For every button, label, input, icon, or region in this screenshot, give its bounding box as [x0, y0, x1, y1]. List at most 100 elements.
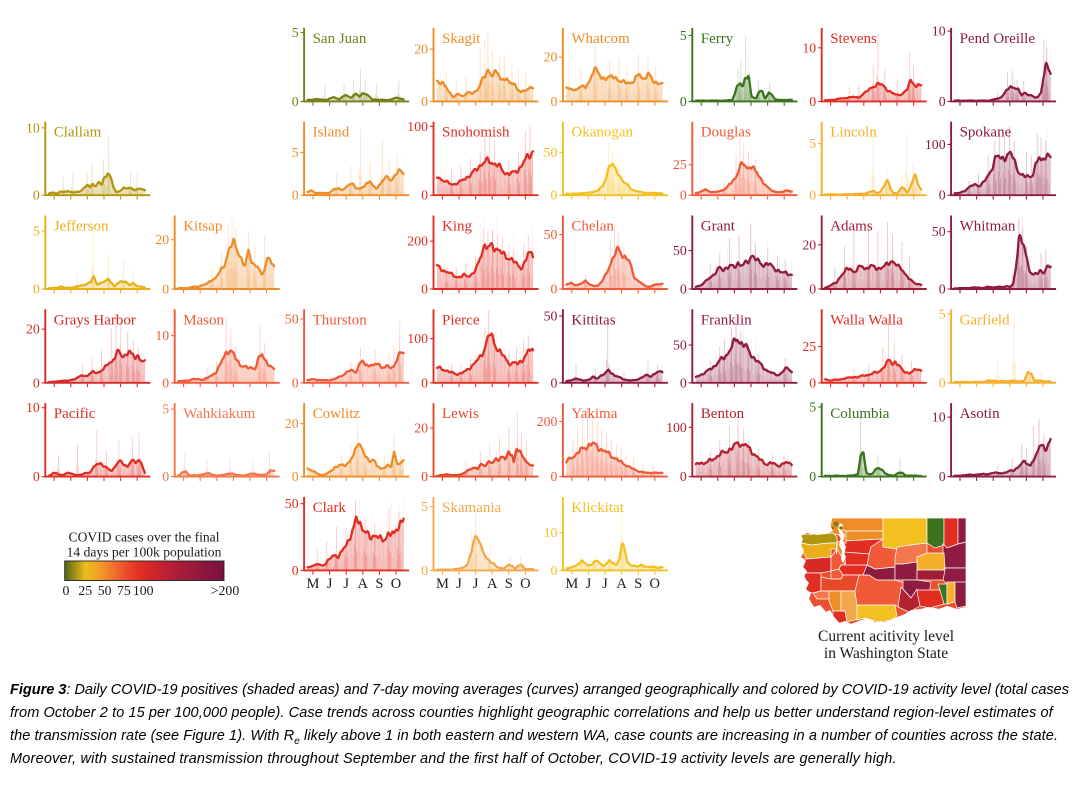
svg-text:0: 0: [421, 94, 428, 109]
svg-text:0: 0: [33, 188, 40, 203]
svg-text:0: 0: [680, 94, 687, 109]
svg-text:J: J: [343, 576, 349, 592]
svg-text:Pend Oreille: Pend Oreille: [960, 31, 1036, 47]
svg-text:5: 5: [680, 28, 687, 43]
svg-text:Mason: Mason: [183, 312, 224, 328]
svg-text:20: 20: [802, 237, 816, 252]
svg-text:0: 0: [680, 188, 687, 203]
svg-text:Klickitat: Klickitat: [571, 500, 624, 516]
svg-text:5: 5: [33, 224, 40, 239]
svg-text:M: M: [307, 576, 320, 592]
svg-text:0: 0: [939, 375, 946, 390]
svg-text:O: O: [520, 576, 530, 592]
svg-text:0: 0: [421, 282, 428, 297]
svg-text:0: 0: [680, 469, 687, 484]
svg-text:20: 20: [544, 50, 558, 65]
svg-text:A: A: [358, 576, 369, 592]
svg-text:Benton: Benton: [701, 406, 745, 422]
svg-text:20: 20: [285, 416, 299, 431]
svg-text:50: 50: [544, 145, 558, 160]
svg-text:COVID cases over the final: COVID cases over the final: [69, 530, 220, 545]
svg-text:J: J: [602, 576, 608, 592]
svg-text:14 days per 100k population: 14 days per 100k population: [67, 545, 222, 560]
svg-text:Pierce: Pierce: [442, 312, 480, 328]
svg-text:5: 5: [292, 25, 299, 40]
svg-text:Clallam: Clallam: [54, 125, 102, 141]
svg-text:50: 50: [544, 227, 558, 242]
svg-text:50: 50: [932, 224, 946, 239]
svg-text:0: 0: [939, 94, 946, 109]
svg-text:200: 200: [407, 234, 428, 249]
svg-text:Kittitas: Kittitas: [571, 312, 615, 328]
svg-text:50: 50: [285, 496, 299, 511]
svg-text:Douglas: Douglas: [701, 125, 751, 141]
svg-text:0: 0: [680, 282, 687, 297]
svg-text:0: 0: [680, 375, 687, 390]
svg-text:Clark: Clark: [313, 500, 347, 516]
svg-text:Kitsap: Kitsap: [183, 219, 222, 235]
svg-text:10: 10: [26, 400, 40, 415]
svg-text:0: 0: [550, 375, 557, 390]
svg-text:5: 5: [939, 306, 946, 321]
svg-text:0: 0: [421, 469, 428, 484]
svg-text:100: 100: [925, 137, 946, 152]
svg-text:5: 5: [421, 499, 428, 514]
svg-text:5: 5: [809, 400, 816, 415]
svg-text:0: 0: [939, 282, 946, 297]
svg-text:S: S: [634, 576, 642, 592]
svg-text:0: 0: [809, 282, 816, 297]
svg-text:100: 100: [133, 583, 154, 598]
svg-text:0: 0: [33, 375, 40, 390]
svg-text:50: 50: [673, 243, 687, 258]
svg-text:San Juan: San Juan: [313, 31, 367, 47]
svg-text:0: 0: [809, 469, 816, 484]
svg-text:20: 20: [155, 232, 169, 247]
svg-text:0: 0: [550, 282, 557, 297]
svg-text:0: 0: [63, 583, 70, 598]
svg-text:50: 50: [285, 312, 299, 327]
svg-text:0: 0: [550, 563, 557, 578]
svg-text:Grays Harbor: Grays Harbor: [54, 312, 136, 328]
svg-text:10: 10: [155, 328, 169, 343]
svg-text:20: 20: [414, 421, 428, 436]
svg-text:100: 100: [407, 119, 428, 134]
svg-text:25: 25: [673, 157, 687, 172]
svg-text:A: A: [616, 576, 627, 592]
svg-text:in Washington State: in Washington State: [824, 645, 948, 662]
svg-text:0: 0: [162, 375, 169, 390]
svg-text:Island: Island: [313, 125, 350, 141]
svg-text:Franklin: Franklin: [701, 312, 752, 328]
svg-text:10: 10: [932, 24, 946, 39]
svg-text:5: 5: [292, 145, 299, 160]
svg-text:0: 0: [809, 94, 816, 109]
svg-text:Stevens: Stevens: [830, 31, 877, 47]
svg-text:Jefferson: Jefferson: [54, 219, 109, 235]
svg-text:Whatcom: Whatcom: [571, 31, 630, 47]
svg-text:10: 10: [544, 525, 558, 540]
svg-text:75: 75: [117, 583, 131, 598]
svg-text:200: 200: [537, 414, 558, 429]
svg-text:Skamania: Skamania: [442, 500, 501, 516]
svg-text:Lewis: Lewis: [442, 406, 479, 422]
svg-text:Chelan: Chelan: [571, 219, 614, 235]
svg-text:100: 100: [407, 331, 428, 346]
svg-text:Pacific: Pacific: [54, 406, 96, 422]
svg-text:0: 0: [939, 188, 946, 203]
svg-text:Walla Walla: Walla Walla: [830, 312, 903, 328]
svg-text:O: O: [650, 576, 660, 592]
svg-text:Current acitivity level: Current acitivity level: [818, 628, 954, 645]
svg-text:>200: >200: [211, 583, 240, 598]
svg-text:25: 25: [78, 583, 92, 598]
svg-text:J: J: [473, 576, 479, 592]
svg-text:0: 0: [550, 94, 557, 109]
svg-text:0: 0: [33, 282, 40, 297]
svg-text:Snohomish: Snohomish: [442, 125, 510, 141]
svg-text:J: J: [456, 576, 462, 592]
svg-text:5: 5: [809, 136, 816, 151]
svg-text:10: 10: [26, 120, 40, 135]
svg-text:0: 0: [33, 469, 40, 484]
svg-text:A: A: [487, 576, 498, 592]
svg-text:Spokane: Spokane: [960, 125, 1012, 141]
svg-text:Okanogan: Okanogan: [571, 125, 633, 141]
svg-text:0: 0: [550, 188, 557, 203]
